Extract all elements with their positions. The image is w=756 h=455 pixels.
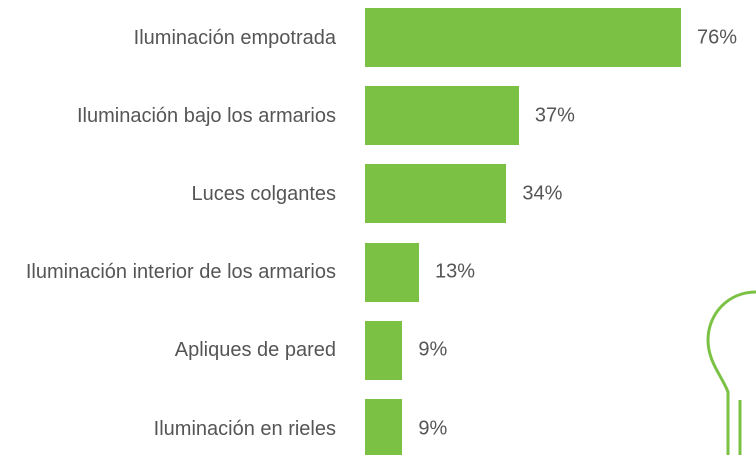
value-label: 34% [522,182,563,205]
bar [365,320,403,380]
category-label: Iluminación empotrada [133,26,336,49]
bar [365,8,681,67]
category-label: Apliques de pared [174,339,336,362]
value-label: 9% [418,338,448,361]
bar [365,399,403,455]
bulb-outline [706,290,756,455]
category-label: Iluminación bajo los armarios [76,104,336,127]
category-label: Luces colgantes [191,182,336,205]
bar [365,242,420,302]
value-label: 76% [697,26,738,48]
bar [365,164,507,224]
value-label: 13% [435,260,476,283]
value-label: 37% [534,104,575,127]
category-label: Iluminación interior de los armarios [25,261,336,284]
value-label: 9% [418,417,448,439]
bar [365,86,519,146]
category-label: Iluminación en rieles [153,417,336,440]
